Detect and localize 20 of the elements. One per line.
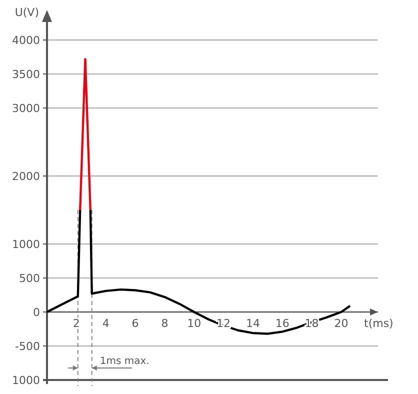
- x-tick-label: 16: [275, 317, 290, 330]
- x-tick-label: 4: [102, 317, 110, 330]
- y-tick-label: 1000: [12, 238, 40, 251]
- y-tick-label: 3500: [12, 68, 40, 81]
- x-tick-label: 20: [334, 317, 348, 330]
- annotation: 1ms max.: [100, 356, 150, 367]
- y-tick-label: 1000: [12, 374, 40, 387]
- y-tick-label: -500: [15, 340, 40, 353]
- y-tick-label: 500: [19, 272, 40, 285]
- x-tick-label: 2: [72, 317, 80, 330]
- y-axis-title: U(V): [14, 6, 39, 19]
- y-tick-label: 2000: [12, 170, 40, 183]
- x-tick-label: 8: [161, 317, 168, 330]
- x-tick-label: 6: [132, 317, 139, 330]
- x-axis-title: t(ms): [364, 317, 394, 330]
- y-tick-label: 4000: [12, 34, 40, 47]
- x-tick-label: 10: [187, 317, 202, 330]
- y-tick-label: 3000: [12, 102, 40, 115]
- y-tick-label: 0: [33, 306, 40, 319]
- x-tick-label: 14: [246, 317, 260, 330]
